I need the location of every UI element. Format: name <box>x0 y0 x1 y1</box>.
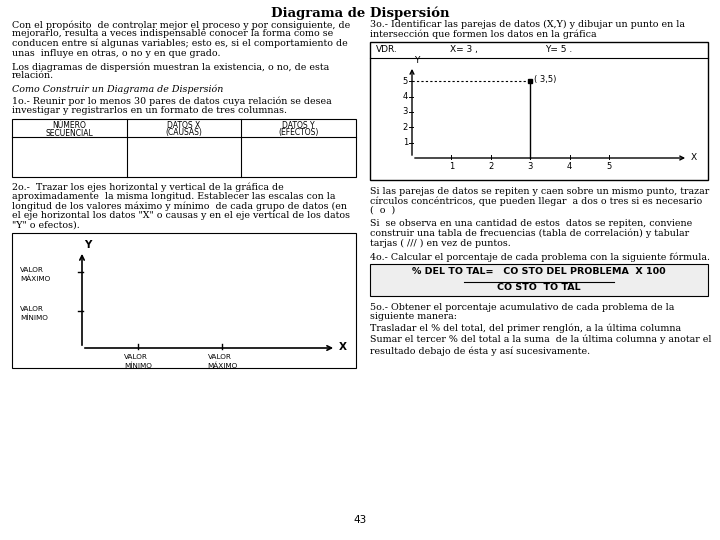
Text: SECUENCIAL: SECUENCIAL <box>45 129 93 138</box>
Text: siguiente manera:: siguiente manera: <box>370 312 457 321</box>
Text: (  o  ): ( o ) <box>370 206 395 215</box>
Text: % DEL TO TAL=   CO STO DEL PROBLEMA  X 100: % DEL TO TAL= CO STO DEL PROBLEMA X 100 <box>412 267 666 276</box>
Text: Y= 5 .: Y= 5 . <box>545 45 572 54</box>
Text: mejorarlo, resulta a veces indispensable conocer la forma como se: mejorarlo, resulta a veces indispensable… <box>12 30 333 38</box>
Text: 1o.- Reunir por lo menos 30 pares de datos cuya relación se desea: 1o.- Reunir por lo menos 30 pares de dat… <box>12 97 332 106</box>
Bar <box>370 264 708 295</box>
Text: VALOR: VALOR <box>124 354 148 360</box>
Text: VALOR: VALOR <box>20 306 44 312</box>
Text: intersección que formen los datos en la gráfica: intersección que formen los datos en la … <box>370 30 597 39</box>
Text: 5: 5 <box>606 162 612 171</box>
Text: 2o.-  Trazar los ejes horizontal y vertical de la gráfica de: 2o.- Trazar los ejes horizontal y vertic… <box>12 183 284 192</box>
Text: "Y" o efectos).: "Y" o efectos). <box>12 220 80 230</box>
Text: el eje horizontal los datos "X" o causas y en el eje vertical de los datos: el eje horizontal los datos "X" o causas… <box>12 211 350 220</box>
Text: MÍNIMO: MÍNIMO <box>124 362 152 368</box>
Text: MÍNIMO: MÍNIMO <box>20 314 48 321</box>
Text: 5: 5 <box>402 77 408 86</box>
Text: longitud de los valores máximo y mínimo  de cada grupo de datos (en: longitud de los valores máximo y mínimo … <box>12 201 347 211</box>
Text: aproximadamente  la misma longitud. Establecer las escalas con la: aproximadamente la misma longitud. Estab… <box>12 192 336 201</box>
Text: Con el propósito  de controlar mejor el proceso y por consiguiente, de: Con el propósito de controlar mejor el p… <box>12 20 350 30</box>
Text: 1: 1 <box>402 138 408 147</box>
Text: DATOS Y: DATOS Y <box>282 120 315 130</box>
Text: 4: 4 <box>402 92 408 101</box>
Bar <box>12 118 356 177</box>
Text: resultado debajo de ésta y así sucesivamente.: resultado debajo de ésta y así sucesivam… <box>370 347 590 356</box>
Text: CO STO  TO TAL: CO STO TO TAL <box>498 284 581 293</box>
Text: 3o.- Identificar las parejas de datos (X,Y) y dibujar un punto en la: 3o.- Identificar las parejas de datos (X… <box>370 20 685 29</box>
Text: investigar y registrarlos en un formato de tres columnas.: investigar y registrarlos en un formato … <box>12 106 287 115</box>
Text: Y: Y <box>84 240 91 250</box>
Text: (CAUSAS): (CAUSAS) <box>166 129 202 138</box>
Text: VALOR: VALOR <box>20 267 44 273</box>
Text: VDR.: VDR. <box>376 45 397 54</box>
Text: NÚMERO: NÚMERO <box>53 120 86 130</box>
Text: 5o.- Obtener el porcentaje acumulativo de cada problema de la: 5o.- Obtener el porcentaje acumulativo d… <box>370 302 675 312</box>
Text: construir una tabla de frecuencias (tabla de correlación) y tabular: construir una tabla de frecuencias (tabl… <box>370 229 689 239</box>
Text: MÁXIMO: MÁXIMO <box>20 275 50 282</box>
Text: relación.: relación. <box>12 71 54 80</box>
Text: DATOS X: DATOS X <box>167 120 201 130</box>
Text: MÁXIMO: MÁXIMO <box>207 362 238 368</box>
Text: Como Construir un Diagrama de Dispersión: Como Construir un Diagrama de Dispersión <box>12 85 223 94</box>
Text: Si  se observa en una cantidad de estos  datos se repiten, conviene: Si se observa en una cantidad de estos d… <box>370 219 692 228</box>
Text: conducen entre sí algunas variables; esto es, si el comportamiento de: conducen entre sí algunas variables; est… <box>12 39 348 49</box>
Text: 2: 2 <box>402 123 408 132</box>
Text: 4: 4 <box>567 162 572 171</box>
Text: 4o.- Calcular el porcentaje de cada problema con la siguiente fórmula.: 4o.- Calcular el porcentaje de cada prob… <box>370 252 710 261</box>
Text: Sumar el tercer % del total a la suma  de la última columna y anotar el: Sumar el tercer % del total a la suma de… <box>370 335 711 345</box>
Text: Trasladar el % del total, del primer renglón, a la última columna: Trasladar el % del total, del primer ren… <box>370 323 681 333</box>
Text: X: X <box>691 153 697 163</box>
Text: 43: 43 <box>354 515 366 525</box>
Text: 3: 3 <box>402 107 408 117</box>
Text: Si las parejas de datos se repiten y caen sobre un mismo punto, trazar: Si las parejas de datos se repiten y cae… <box>370 187 709 196</box>
Text: Diagrama de Dispersión: Diagrama de Dispersión <box>271 6 449 19</box>
Text: ( 3,5): ( 3,5) <box>534 75 557 84</box>
Text: Y: Y <box>414 56 419 65</box>
Text: 1: 1 <box>449 162 454 171</box>
Text: (EFECTOS): (EFECTOS) <box>279 129 319 138</box>
Text: 3: 3 <box>528 162 533 171</box>
Text: X: X <box>339 342 347 352</box>
Bar <box>12 233 356 368</box>
Text: Los diagramas de dispersión muestran la existencia, o no, de esta: Los diagramas de dispersión muestran la … <box>12 62 329 71</box>
Text: X= 3 ,: X= 3 , <box>450 45 478 54</box>
Text: tarjas ( /// ) en vez de puntos.: tarjas ( /// ) en vez de puntos. <box>370 239 510 248</box>
Text: círculos concéntricos, que pueden llegar  a dos o tres si es necesario: círculos concéntricos, que pueden llegar… <box>370 197 702 206</box>
Text: VALOR: VALOR <box>207 354 232 360</box>
Text: unas  influye en otras, o no y en que grado.: unas influye en otras, o no y en que gra… <box>12 49 220 57</box>
Text: 2: 2 <box>488 162 493 171</box>
Bar <box>370 42 708 180</box>
